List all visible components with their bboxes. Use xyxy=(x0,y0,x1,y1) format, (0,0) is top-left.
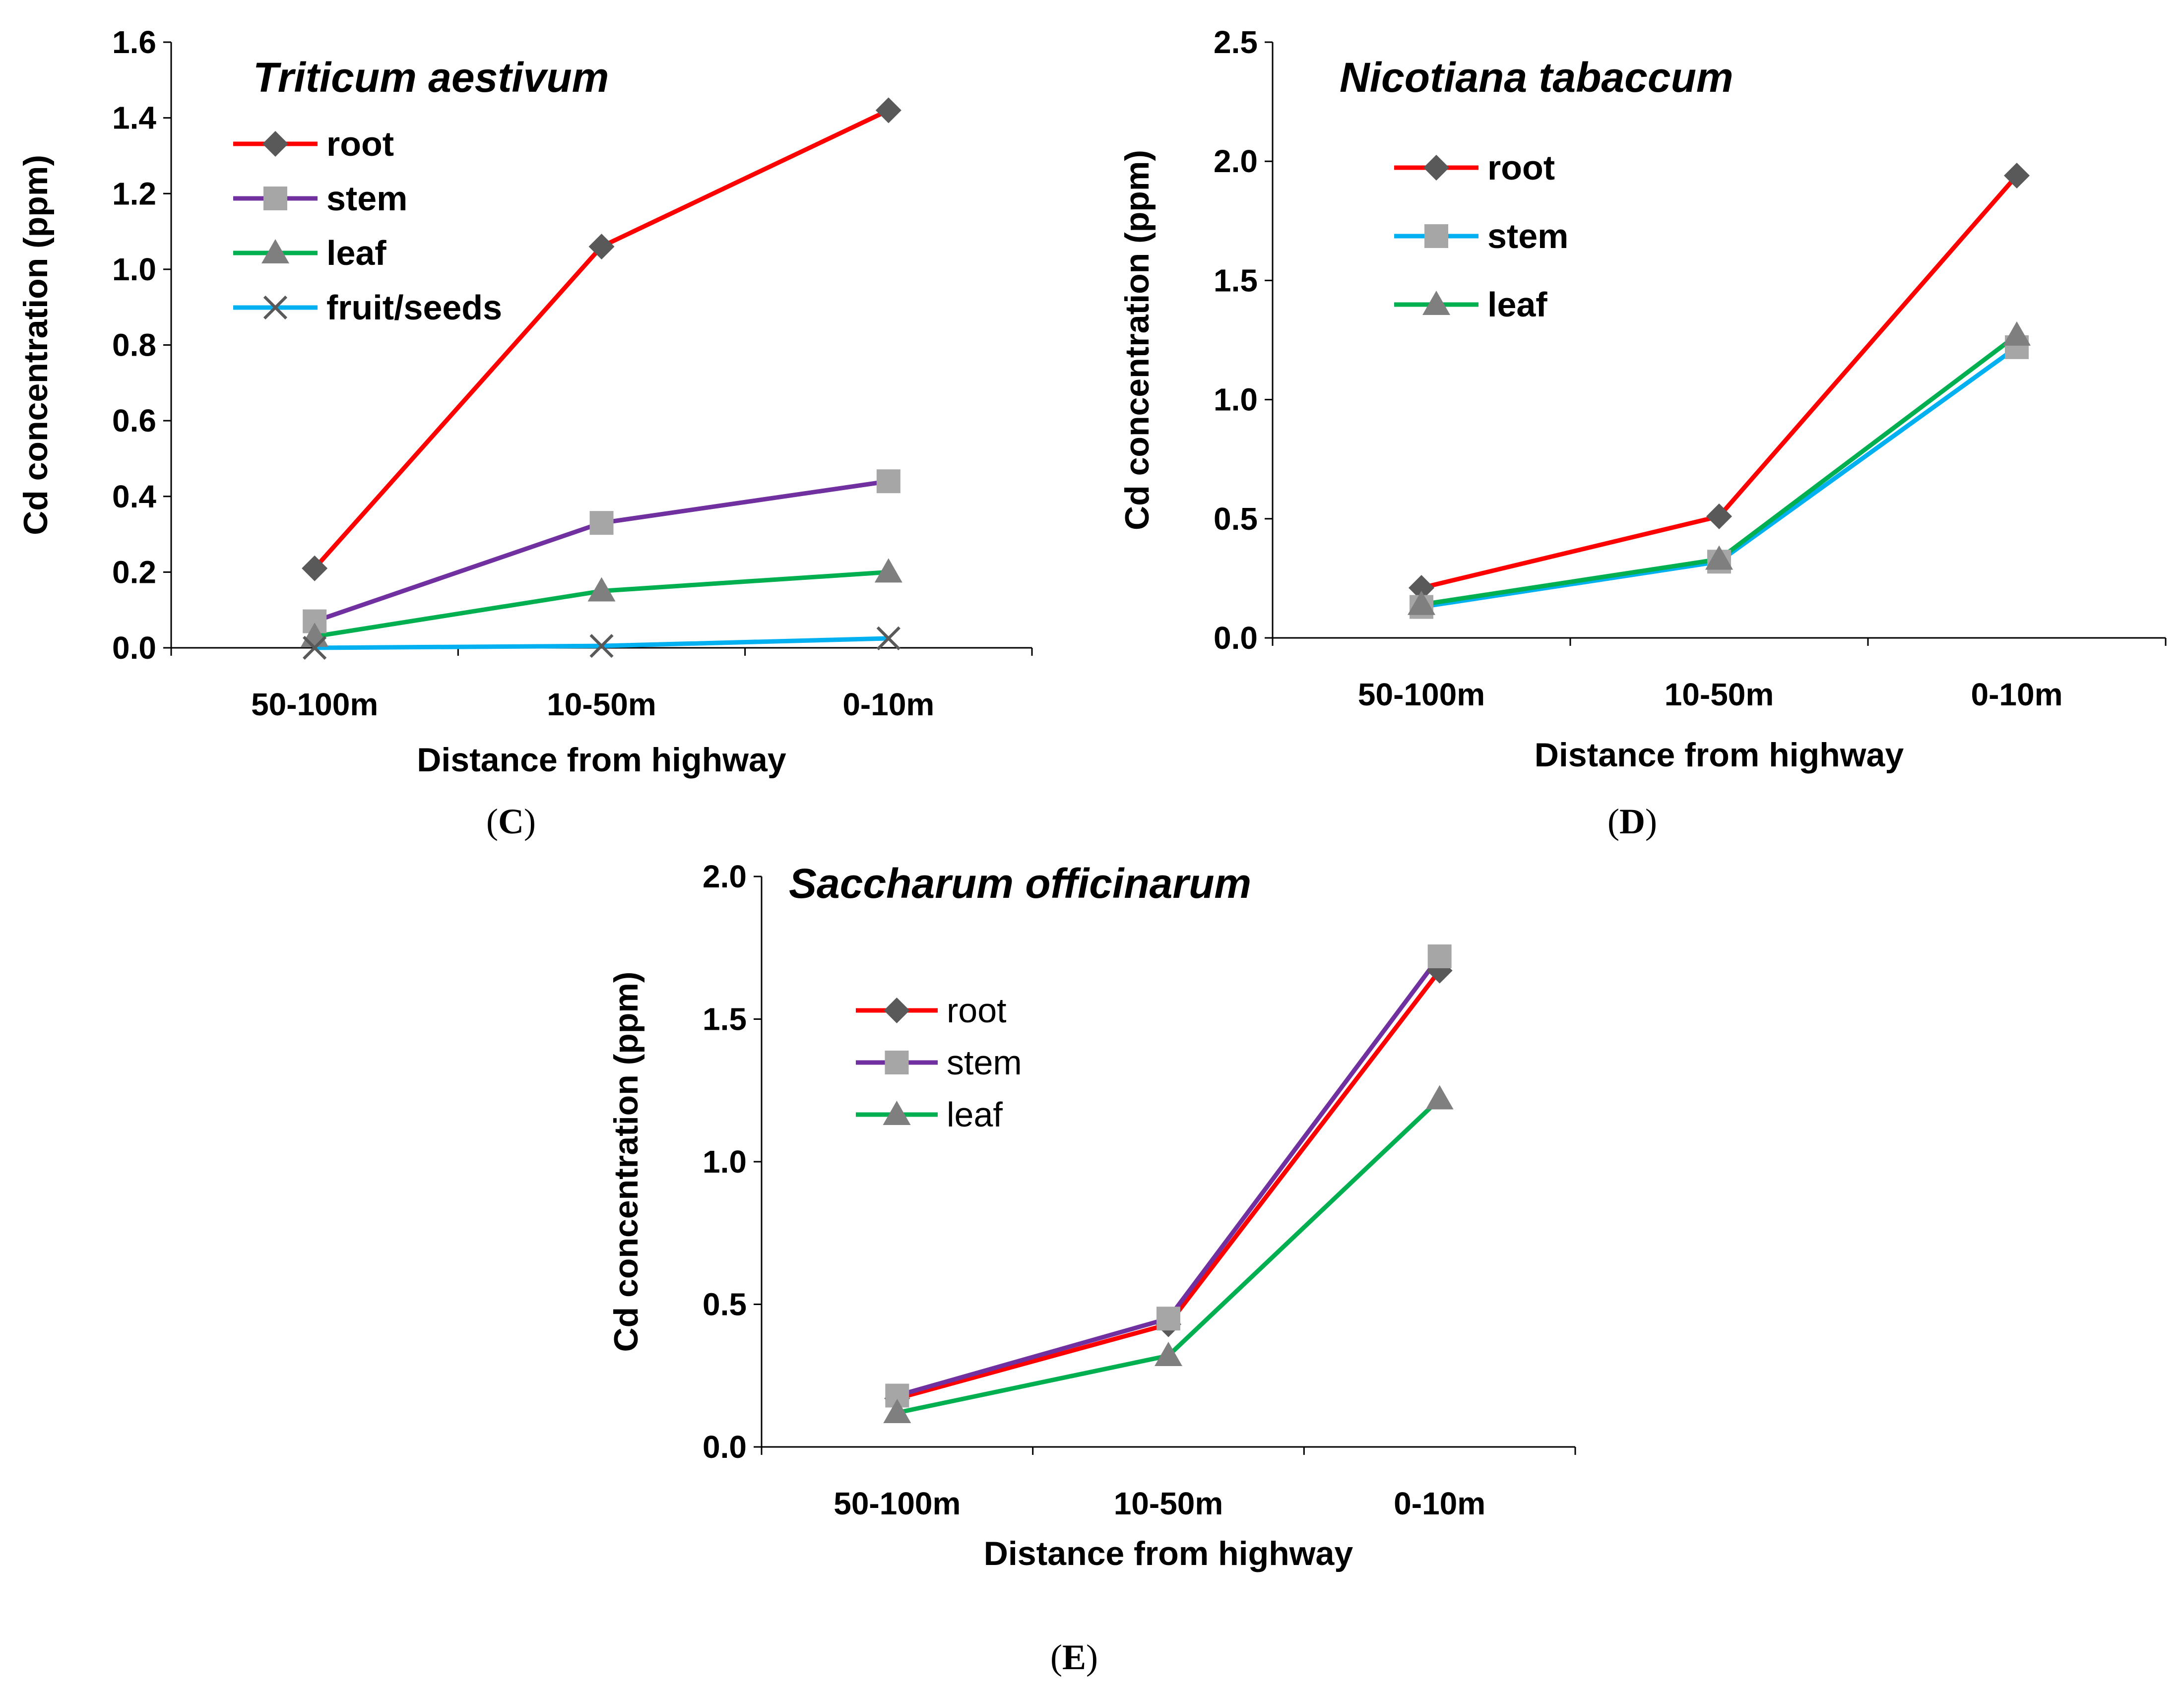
y-axis-title: Cd concentration (ppm) xyxy=(17,155,55,535)
legend: root stem leaf xyxy=(856,991,1022,1134)
data-point-leaf xyxy=(874,558,902,583)
data-point-leaf xyxy=(1155,1342,1182,1366)
chart-triticum-aestivum: 0.0 0.2 0.4 0.6 0.8 1.0 1.2 1.4 1.6 50-100m 10-50m… xyxy=(17,24,1033,841)
x-tick-label: 0-10m xyxy=(1971,677,2063,712)
panel-letter: D xyxy=(1619,802,1645,841)
x-axis-title: Distance from highway xyxy=(1535,736,1904,774)
y-tick-label: 0.0 xyxy=(112,630,156,666)
x-tick-label: 0-10m xyxy=(1394,1486,1485,1521)
y-tick-label: 1.5 xyxy=(703,1001,747,1037)
data-point-root xyxy=(588,234,615,260)
y-tick-label: 0.0 xyxy=(703,1429,747,1465)
legend-label: fruit/seeds xyxy=(326,288,502,327)
legend-marker xyxy=(263,295,288,320)
y-tick-label: 0.6 xyxy=(112,403,156,438)
legend: root stem leaf fruit/seeds xyxy=(233,125,502,327)
data-point-fruit-seeds xyxy=(876,626,900,651)
legend-marker xyxy=(263,187,287,210)
legend-label: leaf xyxy=(947,1095,1003,1134)
panel-label: (D) xyxy=(1607,802,1657,841)
y-tick-label: 1.2 xyxy=(112,176,156,211)
legend-label: leaf xyxy=(1487,285,1547,324)
x-tick-label: 50-100m xyxy=(834,1486,961,1521)
y-tick-label: 1.0 xyxy=(1214,382,1258,418)
data-point-leaf xyxy=(1705,545,1733,570)
y-tick-label: 1.0 xyxy=(703,1144,747,1180)
x-tick-label: 50-100m xyxy=(251,687,378,722)
legend-label: leaf xyxy=(326,234,386,272)
x-tick-label: 50-100m xyxy=(1358,677,1485,712)
chart-saccharum-officinarum: 0.0 0.5 1.0 1.5 2.0 50-100m 10-50m 0-10m Distanc… xyxy=(607,859,1576,1677)
y-tick-label: 0.5 xyxy=(1214,501,1258,537)
legend-label: root xyxy=(326,125,394,163)
data-point-stem xyxy=(1156,1307,1180,1331)
legend-label: stem xyxy=(326,179,407,218)
data-point-root xyxy=(2004,163,2030,189)
y-tick-label: 0.4 xyxy=(112,479,156,514)
chart-nicotiana-tabaccum: 0.0 0.5 1.0 1.5 2.0 2.5 50-100m 10-50m 0-10m Dist… xyxy=(1118,24,2167,841)
legend-label: root xyxy=(1487,148,1555,187)
legend-marker xyxy=(884,998,910,1023)
y-tick-label: 0.2 xyxy=(112,554,156,590)
y-tick-label: 0.5 xyxy=(703,1287,747,1322)
y-tick-label: 2.5 xyxy=(1214,24,1258,60)
data-point-leaf xyxy=(1408,590,1435,615)
chart-title: Saccharum officinarum xyxy=(789,860,1251,907)
y-tick-label: 0.0 xyxy=(1214,620,1258,656)
legend-marker xyxy=(885,1051,909,1074)
legend-marker xyxy=(1423,155,1449,181)
data-point-leaf xyxy=(587,577,616,602)
data-point-stem xyxy=(876,469,900,494)
y-tick-label: 1.4 xyxy=(112,100,156,136)
data-point-leaf xyxy=(883,1399,911,1423)
data-point-leaf xyxy=(2003,321,2031,346)
data-point-root xyxy=(1409,575,1434,601)
x-axis-title: Distance from highway xyxy=(984,1535,1353,1572)
data-point-fruit-seeds xyxy=(303,635,327,660)
chart-title: Triticum aestivum xyxy=(253,54,609,101)
data-point-stem xyxy=(1427,944,1452,968)
legend-label: stem xyxy=(1487,217,1568,255)
x-tick-label: 0-10m xyxy=(842,687,934,722)
data-point-root xyxy=(875,97,901,124)
y-tick-label: 2.0 xyxy=(703,859,747,894)
panel-letter: C xyxy=(498,802,524,841)
y-tick-label: 0.8 xyxy=(112,327,156,363)
x-tick-label: 10-50m xyxy=(1665,677,1774,712)
data-point-fruit-seeds xyxy=(589,634,614,658)
y-tick-label: 2.0 xyxy=(1214,143,1258,179)
data-point-stem xyxy=(589,511,614,535)
legend-marker xyxy=(261,239,289,263)
y-tick-label: 1.5 xyxy=(1214,262,1258,298)
legend-label: stem xyxy=(947,1043,1022,1082)
x-tick-label: 10-50m xyxy=(547,687,656,722)
legend-marker xyxy=(883,1101,911,1125)
y-tick-label: 1.0 xyxy=(112,251,156,287)
x-tick-label: 10-50m xyxy=(1114,1486,1223,1521)
legend: root stem leaf xyxy=(1394,148,1568,324)
legend-marker xyxy=(1424,224,1448,248)
panel-label: (E) xyxy=(1050,1637,1098,1677)
data-point-root xyxy=(1706,503,1732,529)
y-axis-title: Cd concentration (ppm) xyxy=(607,972,645,1352)
panel-letter: E xyxy=(1062,1637,1086,1677)
chart-title: Nicotiana tabaccum xyxy=(1340,54,1734,101)
y-axis-title: Cd concentration (ppm) xyxy=(1118,150,1156,530)
legend-marker xyxy=(1422,291,1450,315)
legend-marker xyxy=(262,131,288,157)
panel-label: (C) xyxy=(486,802,536,841)
x-axis-title: Distance from highway xyxy=(417,741,786,779)
data-point-root xyxy=(302,555,328,581)
y-tick-label: 1.6 xyxy=(112,24,156,60)
legend-label: root xyxy=(947,991,1007,1030)
data-point-leaf xyxy=(1425,1085,1454,1110)
